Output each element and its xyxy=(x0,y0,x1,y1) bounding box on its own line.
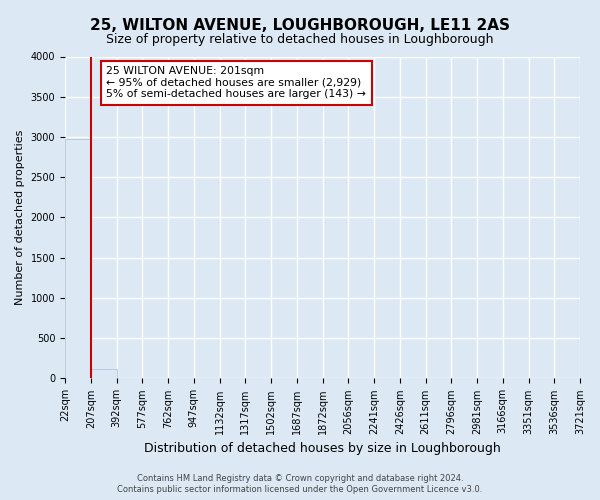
Text: Size of property relative to detached houses in Loughborough: Size of property relative to detached ho… xyxy=(106,32,494,46)
Y-axis label: Number of detached properties: Number of detached properties xyxy=(15,130,25,305)
X-axis label: Distribution of detached houses by size in Loughborough: Distribution of detached houses by size … xyxy=(144,442,501,455)
Text: 25 WILTON AVENUE: 201sqm
← 95% of detached houses are smaller (2,929)
5% of semi: 25 WILTON AVENUE: 201sqm ← 95% of detach… xyxy=(106,66,366,100)
Bar xyxy=(65,138,91,378)
Bar xyxy=(91,369,116,378)
Text: Contains HM Land Registry data © Crown copyright and database right 2024.
Contai: Contains HM Land Registry data © Crown c… xyxy=(118,474,482,494)
Text: 25, WILTON AVENUE, LOUGHBOROUGH, LE11 2AS: 25, WILTON AVENUE, LOUGHBOROUGH, LE11 2A… xyxy=(90,18,510,32)
